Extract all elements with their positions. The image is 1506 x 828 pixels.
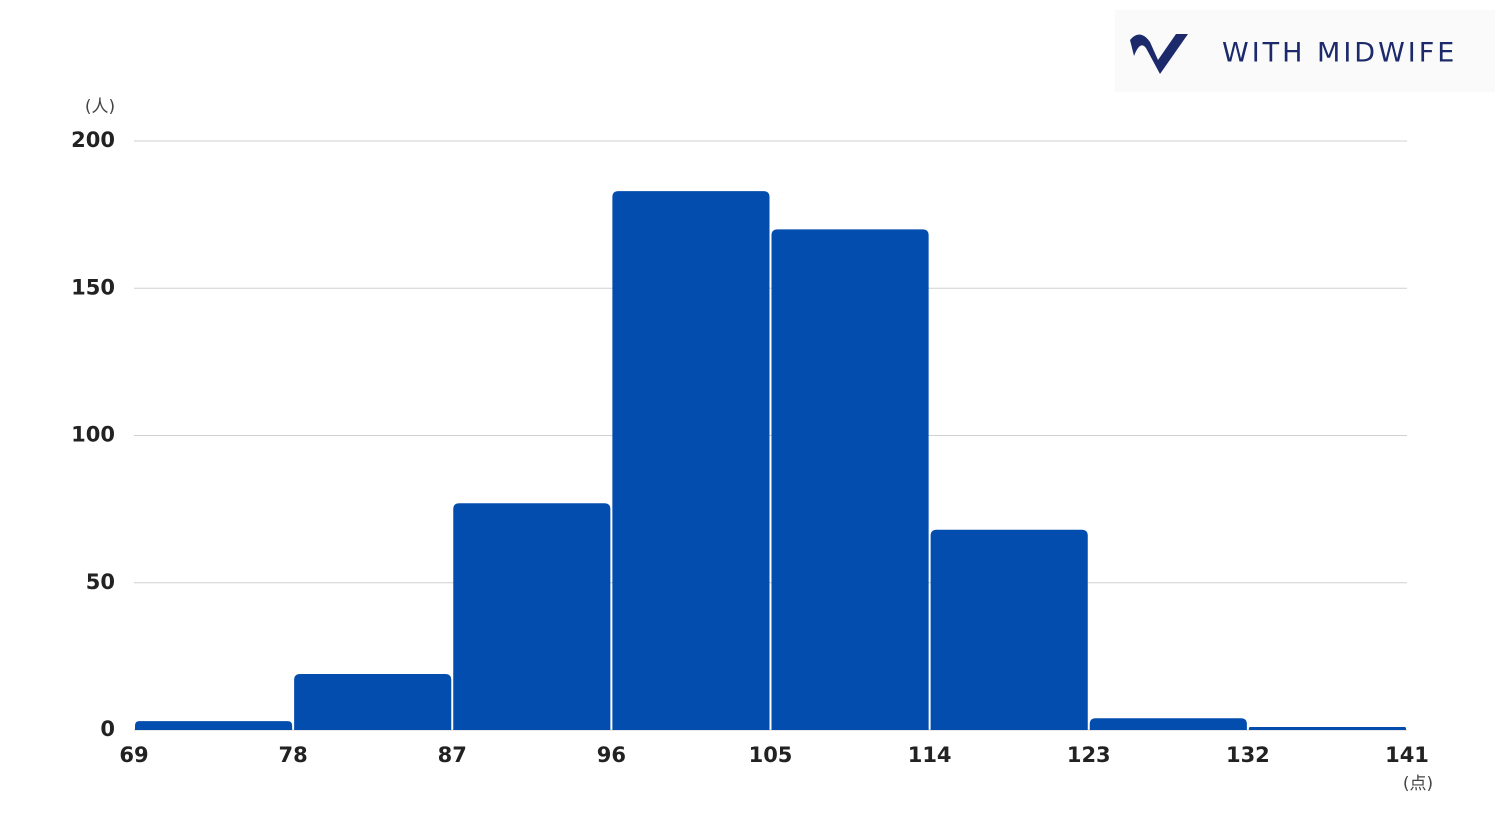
y-tick-label: 150 [71,275,115,299]
x-tick-label: 114 [908,743,952,767]
x-tick-label: 141 [1385,743,1429,767]
y-tick-label: 100 [71,423,115,447]
bar [453,503,611,730]
bar [135,721,293,730]
logo-box [1115,10,1495,92]
bar [771,229,929,730]
y-tick-label: 50 [86,570,115,594]
x-tick-label: 69 [119,743,148,767]
y-tick-label: 0 [100,717,115,741]
x-tick-label: 132 [1226,743,1270,767]
x-tick-label: 96 [597,743,626,767]
x-tick-label: 123 [1067,743,1111,767]
y-tick-label: 200 [71,128,115,152]
x-unit-label: (点) [1403,774,1433,794]
x-tick-label: 105 [749,743,793,767]
x-tick-label: 87 [438,743,467,767]
bar [294,674,452,730]
bar [1248,727,1406,730]
x-tick-label: 78 [279,743,308,767]
bar [930,529,1088,730]
logo-icon [1130,34,1188,74]
logo-text: WITH MIDWIFE [1222,38,1457,69]
bar [612,191,770,730]
bar [1089,718,1247,730]
y-unit-label: (人) [85,97,115,117]
